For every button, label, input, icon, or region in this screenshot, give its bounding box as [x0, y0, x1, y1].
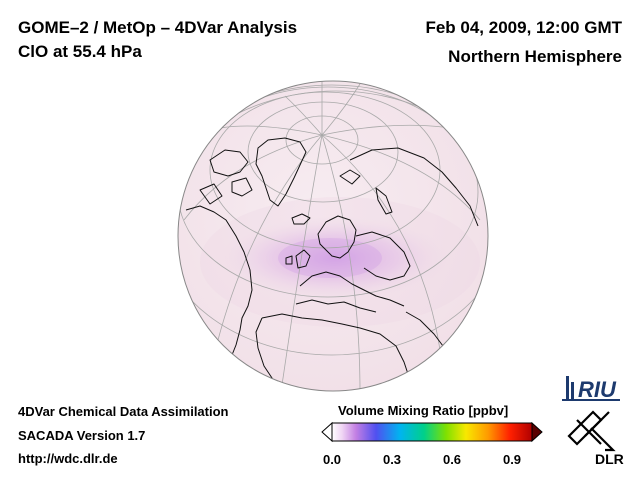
colorbar-tick-label: 0.3	[382, 452, 402, 467]
riu-logo-text: RIU	[578, 377, 617, 402]
colorbar-tick-label: 0.0	[322, 452, 342, 467]
colorbar-tick-label: 0.6	[442, 452, 462, 467]
map-title: GOME–2 / MetOp – 4DVar Analysis	[18, 18, 298, 37]
footer-version: SACADA Version 1.7	[18, 428, 146, 443]
colorbar-gradient	[331, 422, 533, 442]
globe-outline	[177, 80, 489, 392]
colorbar	[321, 421, 543, 443]
colorbar-title: Volume Mixing Ratio [ppbv]	[338, 403, 509, 418]
canadian-arctic-coast	[199, 149, 253, 205]
clo-enhancement-core	[278, 238, 382, 278]
colorbar-tick-label: 0.9	[502, 452, 522, 467]
riu-logo: RIU	[562, 376, 620, 402]
iceland-coast	[291, 213, 311, 225]
region-label: Northern Hemisphere	[448, 47, 622, 66]
colorbar-min-arrow	[321, 421, 333, 443]
greenland-coast	[255, 137, 307, 207]
map-subtitle: ClO at 55.4 hPa	[18, 42, 142, 61]
footer-url: http://wdc.dlr.de	[18, 451, 118, 466]
british-isles-coast	[285, 249, 311, 269]
scandinavia-coast	[317, 215, 357, 259]
footer-system-name: 4DVar Chemical Data Assimilation	[18, 404, 229, 419]
eurasia-coast	[355, 231, 411, 281]
svalbard-coast	[339, 169, 361, 185]
dlr-logo-text: DLR	[595, 451, 624, 466]
novaya-zemlya-coast	[375, 187, 393, 215]
mediterranean-coast	[295, 299, 377, 313]
dlr-logo: DLR	[567, 410, 624, 466]
africa-west-coast	[255, 317, 277, 385]
analysis-date: Feb 04, 2009, 12:00 GMT	[425, 18, 622, 37]
colorbar-max-arrow	[531, 421, 543, 443]
clo-enhancement-halo	[200, 197, 480, 327]
coastlines	[185, 137, 479, 391]
north-america-coast	[185, 205, 253, 361]
graticule	[178, 81, 488, 391]
eurasia-north-coast	[349, 147, 479, 227]
africa-coast	[261, 313, 413, 391]
europe-coast	[299, 271, 405, 307]
